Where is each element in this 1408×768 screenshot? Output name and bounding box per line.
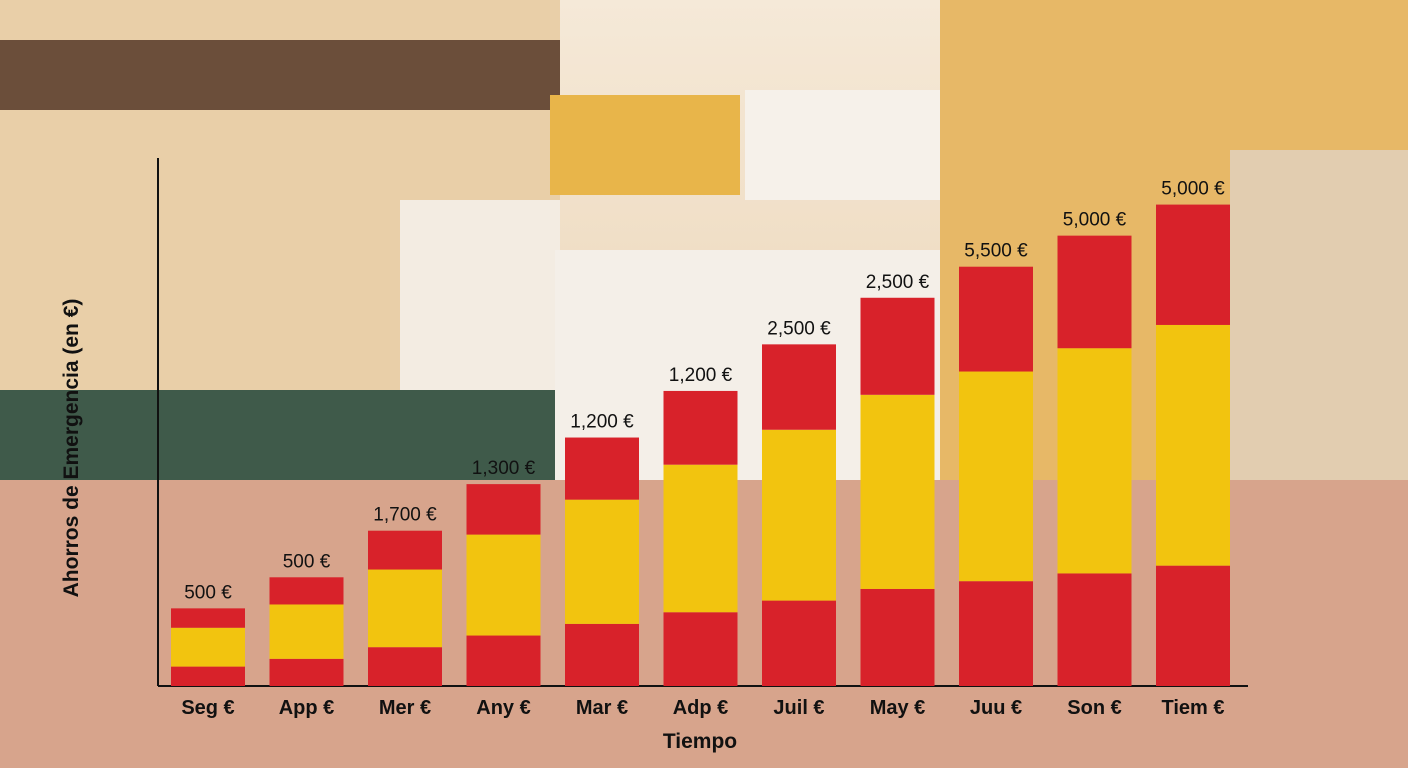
x-tick-label: Any €: [476, 697, 530, 719]
bar-value-label: 500 €: [283, 551, 331, 572]
x-tick-label: Juil €: [773, 697, 824, 719]
bar-middle-stripe: [860, 394, 935, 589]
bar: [565, 437, 639, 686]
bar-middle-stripe: [762, 429, 836, 601]
bar-middle-stripe: [171, 627, 245, 667]
value-labels-group: 500 € 500 € 1,700 € 1,300 € 1,200 € 1,200 € 2,…: [184, 179, 1225, 604]
x-tick-label: Mar €: [576, 697, 628, 719]
bar-top-stripe: [171, 608, 245, 628]
bar: [368, 530, 442, 686]
bar-bottom-stripe: [269, 658, 344, 686]
bar-value-label: 2,500 €: [866, 272, 930, 293]
bar: [959, 266, 1033, 686]
bar-value-label: 1,200 €: [669, 365, 733, 386]
bar-middle-stripe: [959, 371, 1033, 582]
y-axis-title: Ahorros de Emergencia (en €): [60, 299, 83, 598]
bar: [171, 608, 245, 686]
bar-bottom-stripe: [1156, 565, 1230, 686]
bar-bottom-stripe: [565, 623, 639, 686]
bar: [860, 297, 935, 686]
bar-bottom-stripe: [860, 588, 935, 686]
x-tick-label: Juu €: [970, 697, 1022, 719]
bar-top-stripe: [466, 484, 541, 535]
bar-middle-stripe: [663, 464, 738, 613]
bar-bottom-stripe: [171, 666, 245, 686]
bar: [269, 577, 344, 686]
bar-bottom-stripe: [663, 612, 738, 686]
x-tick-label: May €: [870, 697, 926, 719]
bar-bottom-stripe: [368, 647, 442, 686]
bar-middle-stripe: [368, 569, 442, 648]
x-tick-label: Adp €: [673, 697, 729, 719]
bar: [466, 484, 541, 686]
bar-middle-stripe: [1156, 324, 1230, 566]
bar-top-stripe: [663, 390, 738, 465]
bar-bottom-stripe: [959, 581, 1033, 686]
bar-middle-stripe: [466, 534, 541, 636]
bar: [1156, 204, 1230, 686]
x-tick-labels-group: Seg € App € Mer € Any € Mar € Adp € Juil € May …: [181, 697, 1224, 719]
bar-value-label: 1,700 €: [373, 505, 437, 526]
bar-bottom-stripe: [762, 600, 836, 686]
bar-top-stripe: [959, 266, 1033, 372]
bar-middle-stripe: [565, 499, 639, 624]
bar-top-stripe: [1057, 235, 1132, 349]
bar-top-stripe: [1156, 204, 1230, 325]
bar-top-stripe: [860, 297, 935, 395]
bar-top-stripe: [762, 344, 836, 430]
bar-middle-stripe: [1057, 348, 1132, 574]
bar-value-label: 1,300 €: [472, 458, 536, 479]
x-axis-title: Tiempo: [663, 730, 737, 753]
x-tick-label: Seg €: [181, 697, 234, 719]
bar-top-stripe: [269, 577, 344, 605]
bar: [762, 344, 836, 686]
bar-value-label: 500 €: [184, 582, 232, 603]
x-tick-label: Son €: [1067, 697, 1121, 719]
bar-value-label: 5,000 €: [1161, 179, 1225, 200]
x-tick-label: Mer €: [379, 697, 431, 719]
bar-top-stripe: [565, 437, 639, 500]
bar: [663, 390, 738, 686]
x-tick-label: Tiem €: [1162, 697, 1225, 719]
bar-bottom-stripe: [1057, 573, 1132, 686]
bar-top-stripe: [368, 530, 442, 570]
bar: [1057, 235, 1132, 686]
x-tick-label: App €: [279, 697, 335, 719]
bar-middle-stripe: [269, 604, 344, 659]
bar-value-label: 5,500 €: [964, 241, 1028, 262]
bar-value-label: 5,000 €: [1063, 210, 1127, 231]
bar-value-label: 1,200 €: [570, 412, 634, 433]
bar-value-label: 2,500 €: [767, 318, 831, 339]
bar-bottom-stripe: [466, 635, 541, 686]
bars-group: [171, 204, 1230, 686]
